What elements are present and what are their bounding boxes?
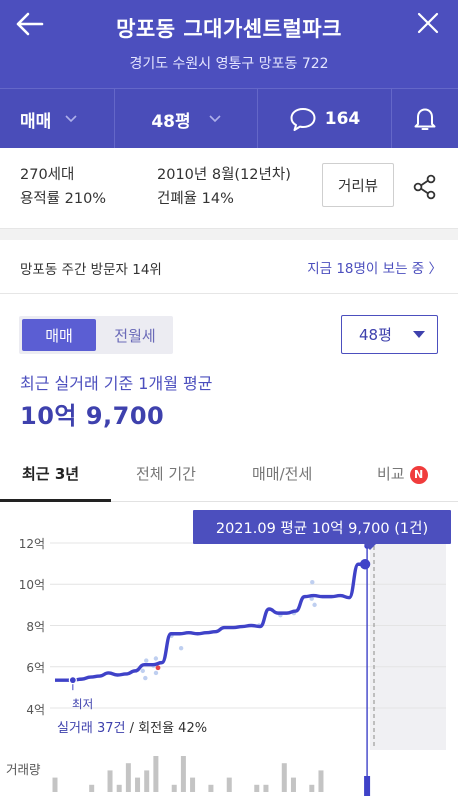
built-year: 2010년 8월(12년차) [157,167,291,183]
size-label: 48평 [151,111,191,132]
page-title: 망포동 그대가센트럴파크 [116,17,342,41]
complex-info: 270세대 용적률 210% 2010년 8월(12년차) 건폐율 14% 거리… [0,148,458,228]
average-price-value: 10억 9,700 [20,402,165,430]
header: 망포동 그대가센트럴파크 경기도 수원시 영통구 망포동 722 [0,0,458,88]
trade-segment-control: 매매 전월세 [19,316,173,354]
size-dropdown[interactable]: 48평 [115,89,258,149]
talk-count: 164 [324,109,361,129]
trade-type-label: 매매 [20,111,52,132]
trade-type-dropdown[interactable]: 매매 [0,89,115,149]
size-select-value: 48평 [359,326,392,344]
talk-button[interactable]: 164 [258,89,392,149]
bell-icon [414,108,436,130]
lowest-marker [68,676,77,685]
tab-recent-3-years[interactable]: 최근 3년 [22,465,80,483]
chevron-down-icon [65,115,77,123]
y-tick-label: 8억 [26,620,45,634]
volume-bar [309,784,315,792]
tab-all-period[interactable]: 전체 기간 [136,465,196,483]
toolbar: 매매 48평 164 [0,88,458,149]
size-select[interactable]: 48평 [341,315,438,354]
volume-label: 거래량 [6,762,41,777]
chart-tooltip: 2021.09 평균 10억 9,700 (1건) [193,510,451,544]
households: 270세대 [20,167,75,183]
volume-bar [89,784,95,792]
chevron-down-icon [209,115,221,123]
trade-count: 실거래 37건 [57,721,126,736]
selected-point [359,559,371,570]
coverage-ratio: 건폐율 14% [157,191,234,207]
chart-tooltip-arrow [364,544,376,550]
y-tick-label: 6억 [26,661,45,675]
volume-bar [254,784,260,792]
volume-bar [144,770,150,792]
y-tick-label: 10억 [18,578,45,592]
section-divider [0,228,458,240]
scatter-point [153,670,159,676]
price-chart-svg [50,540,446,796]
back-arrow-icon[interactable] [14,10,46,38]
chat-bubble-icon [290,108,316,131]
volume-bar [281,763,287,792]
y-tick-label: 4억 [26,703,45,717]
active-tab-underline [0,499,111,502]
street-view-button[interactable]: 거리뷰 [322,163,394,207]
trade-stats: 실거래 37건 / 회전율 42% [57,717,207,736]
volume-bar [208,784,214,792]
segment-rent[interactable]: 전월세 [114,326,156,345]
volume-bar [171,784,177,792]
caret-down-icon [413,331,425,338]
period-tabs: 최근 3년 전체 기간 매매/전세 비교 N [0,450,458,502]
segment-sale[interactable]: 매매 [22,319,96,351]
now-viewing-link[interactable]: 지금 18명이 보는 중 〉 [307,261,442,277]
volume-bar [153,756,159,792]
volume-bar [116,784,122,792]
info-column-1: 270세대 용적률 210% [20,163,106,211]
scatter-point [310,579,315,585]
volume-bar [263,784,269,792]
visitor-bar: 망포동 주간 방문자 14위 지금 18명이 보는 중 〉 [0,240,458,294]
average-price-label: 최근 실거래 기준 1개월 평균 [20,374,213,393]
floor-area-ratio: 용적률 210% [20,191,107,207]
new-badge: N [409,466,428,484]
close-icon[interactable] [414,9,442,37]
scatter-point [140,668,145,674]
turnover-rate: / 회전율 42% [125,721,208,736]
y-tick-label: 12억 [18,537,45,551]
scatter-point [153,656,159,661]
scatter-point [178,645,184,651]
lowest-price-label: 최저 [72,697,94,711]
price-line [54,562,368,682]
volume-bar [135,777,141,792]
visitor-rank: 망포동 주간 방문자 14위 [20,262,162,278]
volume-bar [52,777,58,792]
scatter-point [309,596,314,601]
volume-bar [125,763,131,792]
volume-bar [290,777,296,792]
scatter-point [312,602,317,608]
tab-compare-label: 비교 [377,465,405,483]
address: 경기도 수원시 영통구 망포동 722 [129,56,329,72]
volume-bar [107,770,113,792]
info-column-2: 2010년 8월(12년차) 건폐율 14% [157,163,291,211]
scatter-point [143,675,148,681]
selected-volume-bar [364,776,371,796]
future-shade [370,540,446,750]
price-chart[interactable]: 2021.09 평균 10억 9,700 (1건) 12억 10억 8억 6억 … [0,502,458,796]
alarm-button[interactable] [392,89,458,149]
volume-bar [318,770,324,792]
scatter-point [144,658,149,663]
volume-bar [190,777,196,792]
tab-sale-lease[interactable]: 매매/전세 [252,465,313,483]
tab-compare[interactable]: 비교 N [377,463,428,484]
scatter-point-highlight [155,665,161,671]
volume-bar [226,777,232,792]
share-icon[interactable] [410,172,440,202]
volume-bar [180,756,186,792]
